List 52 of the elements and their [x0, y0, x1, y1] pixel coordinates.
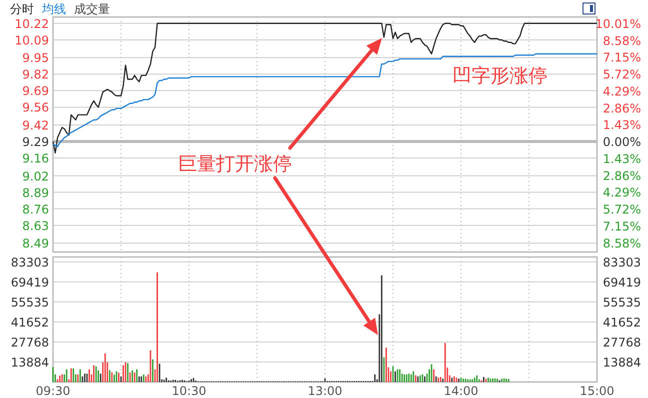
y2-tick-label: 27768: [602, 335, 641, 350]
y-tick-label: 83303: [10, 255, 49, 270]
y-tick-label: 13884: [10, 355, 49, 370]
y2-tick-label: 2.86%: [602, 168, 641, 183]
x-tick-label: 15:00: [580, 384, 614, 398]
y2-tick-label: 0.00%: [602, 135, 641, 150]
y2-tick-label: 7.15%: [602, 50, 641, 65]
y2-tick-label: 83303: [602, 255, 641, 270]
text: 分时: [10, 2, 34, 16]
y2-tick-label: 4.29%: [602, 186, 641, 200]
y2-tick-label: 41652: [602, 315, 641, 330]
line-series: [52, 53, 598, 148]
y-tick-label: 10.22: [14, 16, 49, 31]
y2-tick-label: 5.72%: [602, 202, 641, 217]
y-tick-label: 9.82: [22, 68, 49, 82]
annotation: 凹字形涨停: [452, 65, 548, 87]
y-tick-label: 9.16: [22, 152, 49, 166]
y-tick-label: 9.29: [22, 134, 49, 149]
y2-tick-label: 1.43%: [602, 118, 641, 132]
y-tick-label: 55535: [10, 295, 49, 310]
y-tick-label: 9.42: [22, 118, 49, 132]
y-tick-label: 8.63: [22, 218, 49, 233]
y-tick-label: 9.56: [22, 100, 49, 115]
y2-tick-label: 1.43%: [602, 152, 641, 166]
text: 成交量: [74, 2, 110, 16]
y2-tick-label: 69419: [602, 275, 641, 290]
x-tick-label: 10:30: [172, 384, 206, 398]
y-tick-label: 8.89: [22, 186, 49, 200]
y-tick-label: 41652: [10, 315, 49, 330]
y-tick-label: 10.09: [14, 33, 49, 48]
annotation: 巨量打开涨停: [178, 153, 292, 175]
y2-tick-label: 8.58%: [602, 236, 641, 250]
y-tick-label: 8.49: [22, 236, 49, 251]
x-tick-label: 13:00: [308, 384, 342, 398]
y2-tick-label: 4.29%: [602, 84, 641, 98]
y-tick-label: 8.76: [22, 202, 49, 216]
y-tick-label: 9.69: [22, 84, 49, 98]
y2-tick-label: 8.58%: [602, 34, 641, 48]
x-tick-label: 14:00: [444, 384, 478, 398]
y-tick-label: 27768: [10, 335, 49, 350]
x-tick-label: 09:30: [36, 384, 70, 398]
y-tick-label: 69419: [10, 275, 49, 290]
y2-tick-label: 7.15%: [602, 219, 641, 234]
y-tick-label: 9.02: [22, 169, 49, 184]
y2-tick-label: 2.86%: [602, 101, 641, 116]
y-tick-label: 9.95: [22, 51, 49, 66]
y2-tick-label: 10.01%: [595, 16, 641, 31]
y2-tick-label: 5.72%: [602, 68, 641, 82]
line-series: [52, 22, 598, 154]
y2-tick-label: 13884: [602, 355, 641, 370]
y2-tick-label: 55535: [602, 295, 641, 310]
text: 均线: [41, 2, 66, 16]
